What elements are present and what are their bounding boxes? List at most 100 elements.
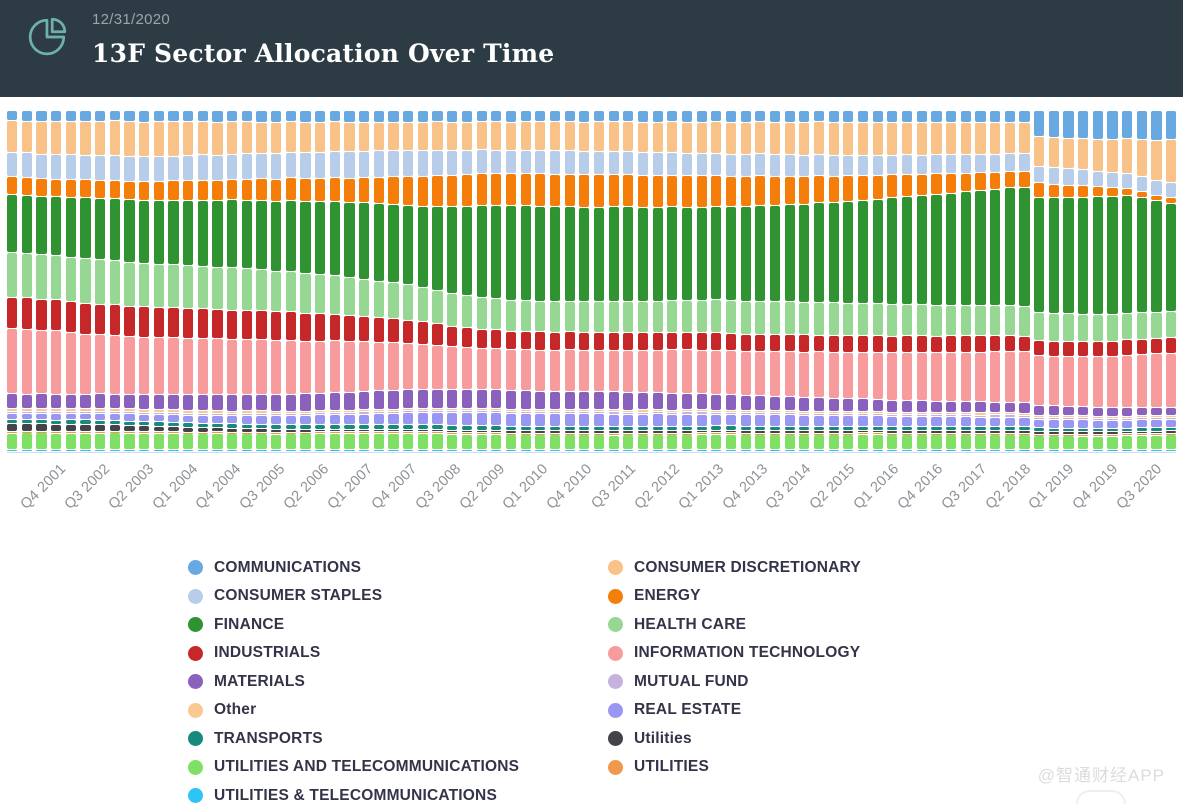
segment-consumer-discretionary[interactable]	[1107, 139, 1118, 172]
segment-utilities-and-telecommunications[interactable]	[990, 435, 1001, 449]
segment-transports[interactable]	[916, 427, 927, 431]
segment-finance[interactable]	[80, 198, 91, 259]
segment-utilities[interactable]	[168, 427, 179, 432]
bar-q4-2002[interactable]	[109, 111, 120, 450]
segment-finance[interactable]	[212, 201, 223, 267]
segment-communications[interactable]	[652, 111, 663, 122]
segment-consumer-staples[interactable]	[183, 156, 194, 180]
segment-utilities[interactable]	[857, 433, 869, 435]
segment-health-care[interactable]	[1019, 307, 1030, 336]
segment-consumer-discretionary[interactable]	[1004, 122, 1015, 153]
segment-other[interactable]	[887, 412, 898, 415]
segment-transports[interactable]	[799, 427, 810, 431]
segment-communications[interactable]	[227, 111, 238, 122]
segment-finance[interactable]	[535, 206, 546, 301]
bar-q2-2001[interactable]	[21, 111, 32, 450]
segment-industrials[interactable]	[212, 309, 223, 339]
segment-real-estate[interactable]	[21, 413, 32, 419]
segment-finance[interactable]	[109, 199, 120, 261]
segment-real-estate[interactable]	[491, 413, 502, 426]
segment-mutual-fund[interactable]	[256, 414, 267, 416]
segment-information-technology[interactable]	[212, 339, 223, 394]
segment-utilities[interactable]	[725, 433, 737, 435]
segment-utilities[interactable]	[652, 431, 663, 433]
segment-utilities[interactable]	[212, 432, 223, 434]
bar-q1-2003[interactable]	[124, 111, 135, 450]
segment-consumer-staples[interactable]	[784, 155, 795, 176]
segment-industrials[interactable]	[1063, 342, 1074, 356]
segment-mutual-fund[interactable]	[447, 411, 458, 413]
segment-information-technology[interactable]	[432, 345, 443, 389]
segment-communications[interactable]	[1151, 111, 1162, 141]
segment-consumer-staples[interactable]	[990, 154, 1001, 172]
segment-energy[interactable]	[241, 179, 252, 200]
segment-transports[interactable]	[843, 426, 854, 431]
segment-real-estate[interactable]	[623, 414, 634, 426]
segment-real-estate[interactable]	[579, 414, 590, 426]
segment-mutual-fund[interactable]	[975, 415, 986, 417]
segment-real-estate[interactable]	[975, 417, 986, 427]
segment-utilities-and-telecommunications[interactable]	[300, 434, 311, 449]
segment-information-technology[interactable]	[872, 352, 883, 399]
segment-communications[interactable]	[843, 111, 854, 122]
segment-real-estate[interactable]	[168, 415, 179, 422]
segment-real-estate[interactable]	[1092, 420, 1103, 429]
segment-consumer-staples[interactable]	[637, 152, 649, 175]
segment-utilities[interactable]	[109, 425, 120, 431]
segment-utilities-and-telecommunications[interactable]	[916, 435, 927, 449]
segment-other[interactable]	[227, 411, 238, 414]
segment-finance[interactable]	[95, 198, 106, 260]
segment-materials[interactable]	[373, 391, 384, 409]
segment-utilities-and-telecommunications[interactable]	[520, 435, 531, 449]
bar-q3-2014[interactable]	[799, 111, 810, 451]
bar-q1-2007[interactable]	[359, 111, 370, 450]
segment-other[interactable]	[711, 410, 722, 412]
segment-real-estate[interactable]	[637, 414, 649, 426]
segment-energy[interactable]	[1151, 195, 1162, 201]
segment-industrials[interactable]	[183, 309, 194, 338]
segment-other[interactable]	[505, 409, 517, 411]
segment-mutual-fund[interactable]	[887, 415, 898, 417]
segment-mutual-fund[interactable]	[593, 412, 605, 414]
segment-information-technology[interactable]	[95, 335, 106, 394]
segment-communications[interactable]	[388, 111, 399, 122]
segment-utilities-and-telecommunications[interactable]	[960, 435, 971, 449]
segment-finance[interactable]	[784, 204, 795, 302]
segment-other[interactable]	[329, 410, 340, 412]
segment-utilities[interactable]	[7, 431, 18, 433]
segment-utilities[interactable]	[1048, 434, 1059, 436]
segment-consumer-staples[interactable]	[813, 155, 825, 176]
segment-other[interactable]	[1063, 416, 1074, 418]
segment-finance[interactable]	[183, 200, 194, 266]
segment-materials[interactable]	[197, 394, 208, 410]
segment-utilities-and-telecommunications[interactable]	[168, 434, 179, 449]
segment-transports[interactable]	[990, 427, 1001, 431]
segment-energy[interactable]	[315, 178, 326, 201]
segment-other[interactable]	[946, 413, 957, 415]
segment-transports[interactable]	[637, 426, 649, 431]
segment-mutual-fund[interactable]	[271, 414, 282, 416]
segment-real-estate[interactable]	[300, 416, 311, 425]
segment-consumer-discretionary[interactable]	[95, 122, 106, 156]
segment-utilities[interactable]	[256, 432, 267, 434]
segment-energy[interactable]	[975, 173, 986, 191]
segment-transports[interactable]	[227, 424, 238, 428]
segment-industrials[interactable]	[241, 310, 252, 339]
legend-item-transports[interactable]: TRANSPORTS	[188, 728, 608, 749]
segment-finance[interactable]	[7, 195, 18, 253]
segment-health-care[interactable]	[461, 295, 472, 327]
segment-utilities[interactable]	[1034, 434, 1045, 436]
segment-finance[interactable]	[36, 197, 47, 254]
segment-energy[interactable]	[139, 181, 150, 200]
segment-industrials[interactable]	[491, 330, 502, 349]
segment-mutual-fund[interactable]	[637, 412, 649, 414]
segment-finance[interactable]	[740, 206, 751, 301]
segment-utilities[interactable]	[1019, 433, 1030, 435]
segment-materials[interactable]	[285, 394, 296, 411]
segment-transports[interactable]	[901, 427, 913, 431]
segment-health-care[interactable]	[667, 300, 678, 332]
segment-utilities-and-telecommunications[interactable]	[740, 435, 751, 449]
bar-q2-2018[interactable]	[1019, 111, 1030, 450]
segment-industrials[interactable]	[51, 299, 62, 331]
segment-communications[interactable]	[1166, 111, 1177, 139]
